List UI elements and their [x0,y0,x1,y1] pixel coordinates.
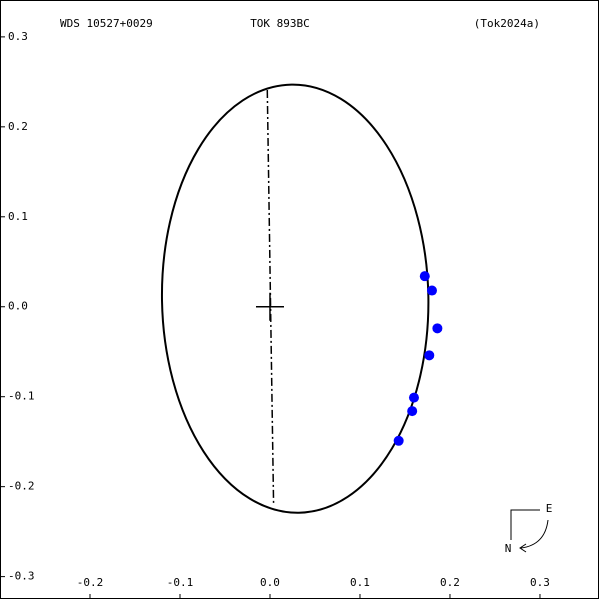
observation [408,392,419,403]
line-of-nodes [266,89,275,505]
observation [419,271,430,282]
observation [393,435,404,446]
observation [407,406,418,417]
x-tick-label: 0.1 [350,576,370,589]
chart-title: TOK 893BC [250,17,310,30]
compass-axes [510,509,540,540]
y-tick-label: 0.3 [8,30,28,43]
observation [424,350,435,361]
y-tick-label: -0.1 [8,390,35,403]
x-tick-label: -0.1 [167,576,194,589]
y-tick-label: -0.3 [8,570,35,583]
compass [510,509,549,553]
compass-east: E [546,502,553,515]
primary-star [255,292,284,321]
orbit [160,83,430,514]
x-tick-label: 0.3 [530,576,550,589]
x-tick-label: -0.2 [77,576,104,589]
x-tick-label: 0.2 [440,576,460,589]
observation [432,323,443,334]
reference: (Tok2024a) [474,17,540,30]
x-tick-label: 0.0 [260,576,280,589]
compass-north: N [505,542,512,555]
observation [426,285,437,296]
y-tick-label: 0.1 [8,210,28,223]
y-tick-label: 0.0 [8,300,28,313]
y-tick-label: 0.2 [8,120,28,133]
compass-arrow [520,519,549,549]
y-tick-label: -0.2 [8,480,35,493]
compass-arrowhead [519,543,527,553]
chart-subtitle: WDS 10527+0029 [60,17,153,30]
